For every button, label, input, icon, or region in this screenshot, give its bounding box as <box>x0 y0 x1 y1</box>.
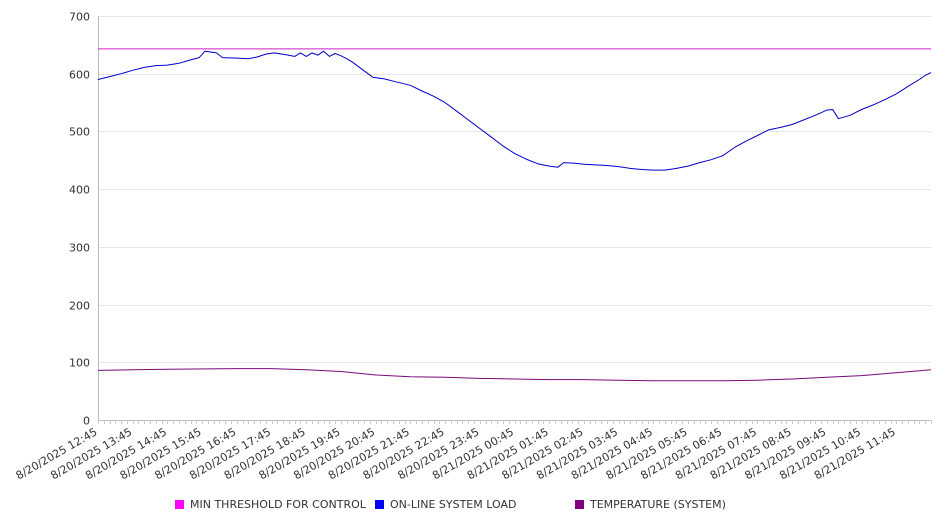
y-tick-label: 0 <box>83 415 90 428</box>
y-tick-label: 200 <box>69 300 90 313</box>
y-tick-label: 700 <box>69 11 90 24</box>
legend-item-min-threshold[interactable]: MIN THRESHOLD FOR CONTROL <box>175 498 366 511</box>
legend-swatch-min-threshold <box>175 500 184 509</box>
legend-label-min-threshold: MIN THRESHOLD FOR CONTROL <box>190 498 366 511</box>
y-tick-label: 400 <box>69 184 90 197</box>
legend: MIN THRESHOLD FOR CONTROL ON-LINE SYSTEM… <box>0 498 946 514</box>
series-line-temperature-system <box>97 368 932 382</box>
series-line-online-system-load <box>97 50 932 171</box>
legend-item-online-system-load[interactable]: ON-LINE SYSTEM LOAD <box>375 498 516 511</box>
series-layer <box>97 48 932 382</box>
y-tick-label: 500 <box>69 126 90 139</box>
legend-label-temperature-system: TEMPERATURE (SYSTEM) <box>590 498 726 511</box>
y-tick-label: 100 <box>69 357 90 370</box>
y-tick-label: 600 <box>69 69 90 82</box>
legend-label-online-system-load: ON-LINE SYSTEM LOAD <box>390 498 517 511</box>
legend-swatch-temperature-system <box>575 500 584 509</box>
legend-item-temperature-system[interactable]: TEMPERATURE (SYSTEM) <box>575 498 726 511</box>
grid <box>98 16 931 363</box>
y-tick-label: 300 <box>69 242 90 255</box>
legend-swatch-online-system-load <box>375 500 384 509</box>
